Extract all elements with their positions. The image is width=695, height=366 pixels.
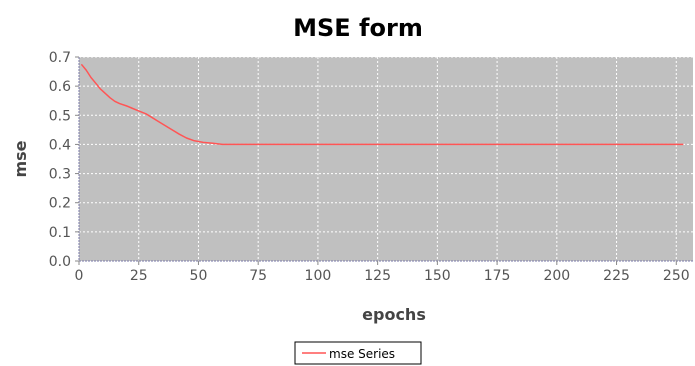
x-tick-label: 200: [543, 268, 570, 284]
x-tick-label: 175: [484, 268, 511, 284]
x-tick-label: 100: [305, 268, 332, 284]
plot-area: [79, 57, 693, 261]
x-tick-label: 75: [249, 268, 267, 284]
y-tick-label: 0.1: [49, 225, 71, 241]
y-axis-label: mse: [11, 140, 30, 177]
y-tick-label: 0.4: [49, 137, 71, 153]
chart-title: MSE form: [293, 14, 423, 42]
legend-box: [294, 341, 422, 365]
y-tick-label: 0.3: [49, 167, 71, 183]
x-tick-label: 125: [364, 268, 391, 284]
x-tick-label: 150: [424, 268, 451, 284]
y-tick-label: 0.2: [49, 196, 71, 212]
x-tick-label: 25: [130, 268, 148, 284]
y-tick-label: 0.5: [49, 108, 71, 124]
series-line: [80, 63, 684, 146]
legend-label: mse Series: [329, 347, 395, 361]
legend: mse Series: [294, 341, 422, 365]
series-layer: [80, 63, 684, 146]
y-tick-label: 0.0: [49, 254, 71, 270]
axis-ticks: 0 25 50 75 100 125 150 175 200 225 250 0.0 0.1 0.2 0.3…: [49, 50, 690, 284]
y-tick-label: 0.7: [49, 50, 71, 66]
x-tick-label: 250: [663, 268, 690, 284]
x-tick-label: 225: [603, 268, 630, 284]
x-tick-label: 0: [75, 268, 84, 284]
x-tick-label: 50: [190, 268, 208, 284]
grid-lines: [79, 56, 693, 261]
x-axis-label: epochs: [362, 305, 426, 324]
y-tick-label: 0.6: [49, 79, 71, 95]
